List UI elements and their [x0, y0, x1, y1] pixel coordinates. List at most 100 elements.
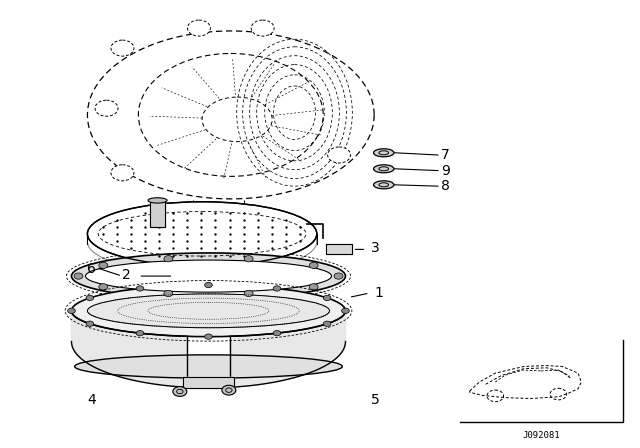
Circle shape: [68, 308, 76, 314]
Circle shape: [273, 286, 281, 291]
Circle shape: [173, 387, 187, 396]
Ellipse shape: [374, 181, 394, 189]
Polygon shape: [168, 336, 173, 386]
Text: 7: 7: [441, 148, 450, 162]
Polygon shape: [308, 328, 311, 374]
Circle shape: [136, 286, 144, 291]
Polygon shape: [97, 326, 100, 370]
Circle shape: [323, 295, 331, 301]
Circle shape: [164, 290, 173, 297]
Polygon shape: [75, 316, 76, 353]
Polygon shape: [340, 317, 341, 355]
Polygon shape: [337, 319, 339, 358]
Ellipse shape: [374, 165, 394, 173]
Polygon shape: [163, 335, 168, 386]
Ellipse shape: [86, 260, 332, 292]
Circle shape: [273, 331, 281, 336]
Ellipse shape: [75, 355, 342, 378]
Polygon shape: [311, 327, 314, 372]
Circle shape: [164, 256, 173, 262]
Polygon shape: [116, 330, 120, 377]
Polygon shape: [272, 333, 276, 383]
Polygon shape: [323, 324, 326, 367]
Polygon shape: [326, 323, 328, 366]
Polygon shape: [276, 333, 281, 382]
Polygon shape: [235, 336, 239, 387]
Polygon shape: [281, 332, 285, 381]
Polygon shape: [89, 323, 92, 366]
Circle shape: [251, 20, 274, 36]
Text: 8: 8: [441, 179, 450, 193]
Polygon shape: [128, 332, 132, 380]
Polygon shape: [84, 322, 86, 362]
Polygon shape: [149, 334, 154, 384]
Circle shape: [323, 321, 331, 327]
Circle shape: [334, 273, 343, 279]
Polygon shape: [154, 335, 158, 385]
Circle shape: [342, 308, 349, 314]
Polygon shape: [136, 333, 140, 382]
Polygon shape: [86, 323, 89, 364]
Circle shape: [244, 290, 253, 297]
Polygon shape: [177, 336, 182, 387]
Polygon shape: [230, 336, 235, 387]
Circle shape: [86, 295, 93, 301]
Polygon shape: [263, 334, 268, 384]
Circle shape: [136, 331, 144, 336]
Text: J092081: J092081: [523, 431, 560, 440]
Polygon shape: [113, 329, 116, 376]
Polygon shape: [73, 314, 74, 350]
Ellipse shape: [72, 253, 346, 299]
Polygon shape: [173, 336, 177, 387]
Polygon shape: [94, 325, 97, 368]
Polygon shape: [145, 334, 149, 383]
Polygon shape: [320, 325, 323, 368]
Polygon shape: [314, 327, 317, 371]
Polygon shape: [120, 331, 124, 378]
Text: 9: 9: [441, 164, 450, 177]
Circle shape: [222, 385, 236, 395]
Circle shape: [111, 40, 134, 56]
Text: 1: 1: [374, 286, 383, 300]
Polygon shape: [317, 326, 320, 370]
Circle shape: [99, 284, 108, 290]
Polygon shape: [77, 318, 79, 356]
Text: 4: 4: [88, 393, 96, 407]
Polygon shape: [124, 331, 128, 379]
Circle shape: [111, 165, 134, 181]
Polygon shape: [100, 327, 102, 371]
Circle shape: [99, 262, 108, 268]
Polygon shape: [333, 321, 335, 361]
Ellipse shape: [88, 202, 317, 266]
Polygon shape: [328, 323, 330, 364]
Circle shape: [74, 273, 83, 279]
Polygon shape: [339, 318, 340, 356]
Polygon shape: [109, 329, 113, 375]
Polygon shape: [244, 336, 249, 386]
Polygon shape: [150, 200, 165, 227]
Polygon shape: [79, 319, 81, 358]
Polygon shape: [343, 314, 344, 350]
Polygon shape: [285, 332, 289, 380]
Polygon shape: [341, 316, 342, 353]
Circle shape: [95, 100, 118, 116]
Circle shape: [244, 256, 253, 262]
Polygon shape: [74, 315, 75, 352]
Text: 3: 3: [371, 241, 380, 255]
Polygon shape: [239, 336, 244, 387]
Ellipse shape: [72, 285, 346, 336]
Text: 5: 5: [371, 393, 380, 407]
Polygon shape: [182, 336, 187, 387]
Polygon shape: [81, 320, 82, 359]
Circle shape: [205, 282, 212, 288]
Polygon shape: [140, 333, 145, 383]
Polygon shape: [76, 317, 77, 355]
Ellipse shape: [148, 198, 167, 203]
Circle shape: [309, 284, 318, 290]
Circle shape: [205, 334, 212, 339]
Polygon shape: [92, 324, 94, 367]
Circle shape: [188, 20, 211, 36]
Polygon shape: [158, 335, 163, 385]
Polygon shape: [289, 331, 293, 379]
Circle shape: [309, 262, 318, 268]
